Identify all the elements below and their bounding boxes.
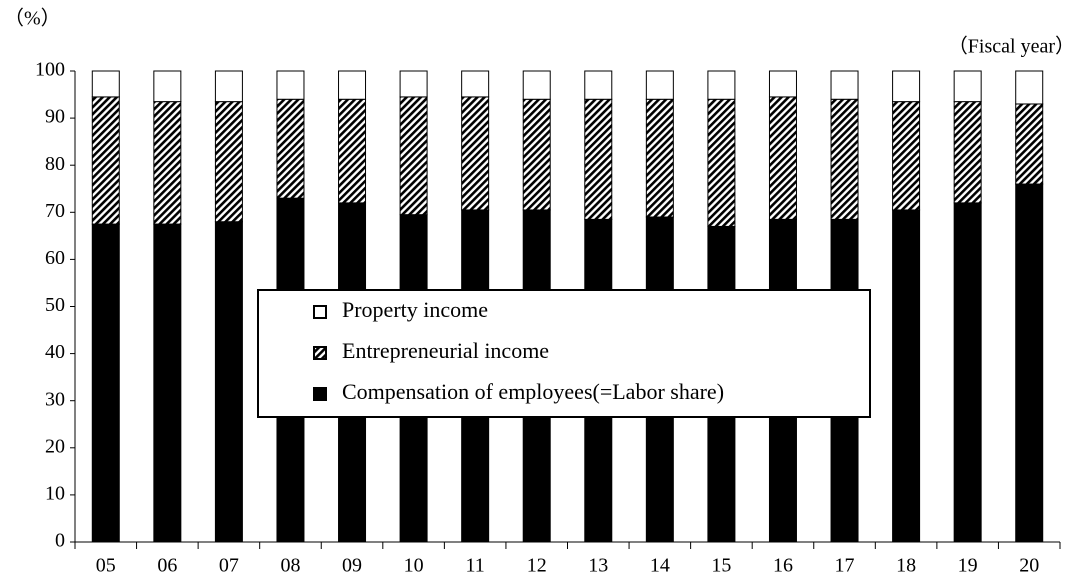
x-tick-label: 05 [96,555,116,577]
y-axis-label: （%） [4,7,61,30]
bar-segment [91,223,120,543]
x-tick-label: 07 [219,555,239,577]
legend-swatch [313,305,327,319]
bar-segment [953,101,982,204]
y-tick-label: 20 [45,435,65,457]
x-tick-label: 11 [466,555,485,577]
x-tick-label: 14 [650,555,670,577]
bar-segment [892,101,921,211]
y-tick-label: 40 [45,341,65,363]
x-tick-label: 17 [835,555,855,577]
legend-label: Entrepreneurial income [342,338,549,363]
bar-segment [153,101,182,225]
bar-segment [461,96,490,211]
x-tick-label: 20 [1019,555,1039,577]
bar-segment [584,98,613,220]
bar-segment [1015,103,1044,185]
y-tick-label: 0 [55,530,65,552]
y-tick-label: 50 [45,294,65,316]
y-tick-label: 10 [45,482,65,504]
legend-label: Compensation of employees(=Labor share) [342,379,724,404]
x-tick-label: 08 [280,555,300,577]
bar-segment [768,96,797,220]
bar-segment [399,70,428,98]
bar-segment [584,70,613,100]
y-tick-label: 30 [45,388,65,410]
bar-segment [707,98,736,227]
bar-segment [461,70,490,98]
bar-segment [338,98,367,204]
bar-segment [768,70,797,98]
x-tick-label: 18 [896,555,916,577]
x-tick-label: 16 [773,555,793,577]
legend-label: Property income [342,297,488,322]
bar-segment [707,70,736,100]
bar-segment [1015,70,1044,105]
bar-segment [276,98,305,199]
y-tick-label: 70 [45,200,65,222]
bar-segment [91,96,120,225]
x-axis-label: （Fiscal year） [948,35,1075,58]
bar-segment [830,70,859,100]
bar-segment [214,221,243,543]
bar-segment [153,70,182,103]
bar-segment [214,70,243,103]
x-tick-label: 09 [342,555,362,577]
bar-segment [953,202,982,543]
bar-segment [892,209,921,543]
legend-swatch [313,346,327,360]
bar-segment [522,70,551,100]
bar-segment [645,70,674,100]
y-tick-label: 90 [45,106,65,128]
y-tick-label: 60 [45,247,65,269]
bar-segment [645,98,674,218]
bar-segment [953,70,982,103]
bar-segment [338,70,367,100]
bar-segment [214,101,243,223]
bar-segment [399,96,428,216]
x-tick-label: 19 [958,555,978,577]
legend-swatch [313,387,327,401]
bar-segment [522,98,551,211]
y-tick-label: 80 [45,153,65,175]
bar-segment [153,223,182,543]
bar-segment [276,70,305,100]
x-tick-label: 12 [527,555,547,577]
bar-segment [892,70,921,103]
y-tick-label: 100 [35,59,65,81]
x-tick-label: 15 [711,555,731,577]
legend: Property income Entrepreneurial income Com… [257,289,871,418]
x-tick-label: 06 [157,555,177,577]
legend-box [257,289,871,418]
bar-segment [91,70,120,98]
x-tick-label: 10 [404,555,424,577]
bar-segment [1015,183,1044,543]
x-tick-label: 13 [588,555,608,577]
bar-segment [830,98,859,220]
